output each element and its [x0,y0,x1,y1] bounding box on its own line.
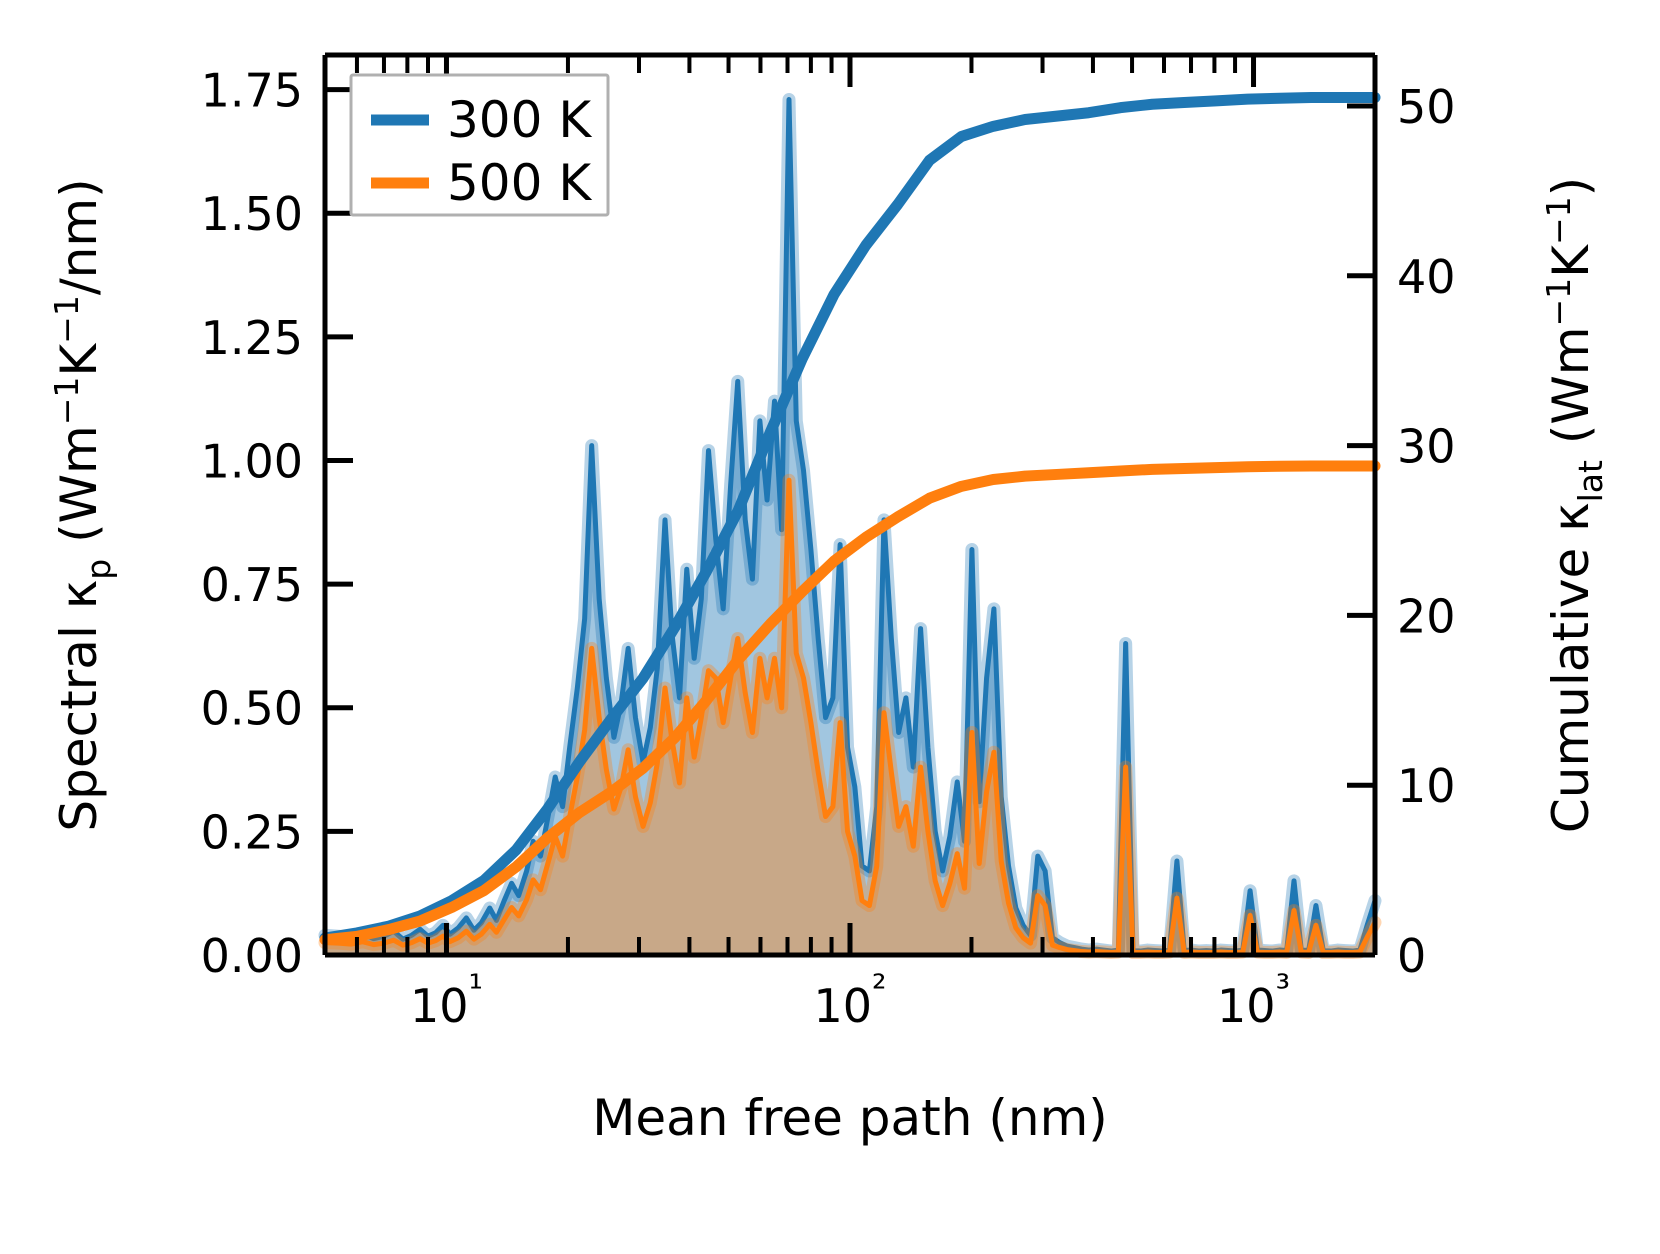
axis-tick-labels: 10¹ 10² 10³ 0.00 0.25 0.50 0.75 1.00 1.25 1.50 1.7… [201,64,1456,1033]
y-right-tick-label: 40 [1397,250,1456,304]
spectral-fill-300-k [325,99,1375,955]
y-right-sub: lat [1571,460,1610,502]
y-axis-left-title: Spectral κp (Wm−1K−1/nm) [47,178,118,831]
y-left-unit-close: /nm) [50,178,108,295]
x-axis-title: Mean free path (nm) [592,1089,1108,1147]
y-left-tick-label: 0.50 [201,682,303,736]
y-right-tick-label: 20 [1397,589,1456,643]
x-tick-label: 10¹ [410,968,483,1033]
y-left-prefix: Spectral κ [50,580,108,832]
y-right-unit-close: ) [1542,177,1600,197]
y-left-sup2: −1 [47,295,86,344]
y-axis-right-title: Cumulative κlat (Wm−1K−1) [1539,177,1610,833]
y-right-tick-label: 0 [1397,929,1426,983]
y-left-tick-label: 0.25 [201,805,303,859]
x-tick-label: 10³ [1217,968,1290,1033]
chart-legend[interactable]: 300 K 500 K [349,73,610,217]
x-tick-label: 10² [814,968,887,1033]
series-cumulative-lines [319,91,1381,946]
y-right-prefix: Cumulative κ [1542,502,1600,833]
y-left-tick-label: 1.50 [201,187,303,241]
legend-label-500k: 500 K [447,154,592,212]
y-left-sup1: −1 [47,377,86,426]
spectral-fill-500-k [325,480,1375,955]
y-right-sup1: −1 [1539,278,1578,327]
y-right-unit-open: (Wm [1542,326,1600,460]
y-left-sub: p [79,559,118,580]
y-left-tick-label: 1.75 [201,64,303,118]
y-right-sup2: −1 [1539,196,1578,245]
y-right-tick-label: 10 [1397,759,1456,813]
y-right-tick-label: 30 [1397,420,1456,474]
y-left-mid: K [50,343,108,377]
svg-text:Spectral κp (Wm−1K−1/nm): Spectral κp (Wm−1K−1/nm) [47,178,118,831]
series-fill-areas [325,99,1375,955]
y-right-tick-label: 50 [1397,80,1456,134]
legend-label-300k: 300 K [447,91,592,149]
y-left-tick-label: 1.25 [201,311,303,365]
cumulative-line-500-k [319,460,1381,946]
axis-ticks [325,55,1375,958]
svg-text:Cumulative κlat (Wm−1K−1): Cumulative κlat (Wm−1K−1) [1539,177,1610,833]
cumulative-line-300-k [319,91,1381,944]
y-left-tick-label: 1.00 [201,434,303,488]
y-left-unit-open: (Wm [50,425,108,559]
y-right-mid: K [1542,244,1600,278]
y-left-tick-label: 0.00 [201,929,303,983]
y-left-tick-label: 0.75 [201,558,303,612]
